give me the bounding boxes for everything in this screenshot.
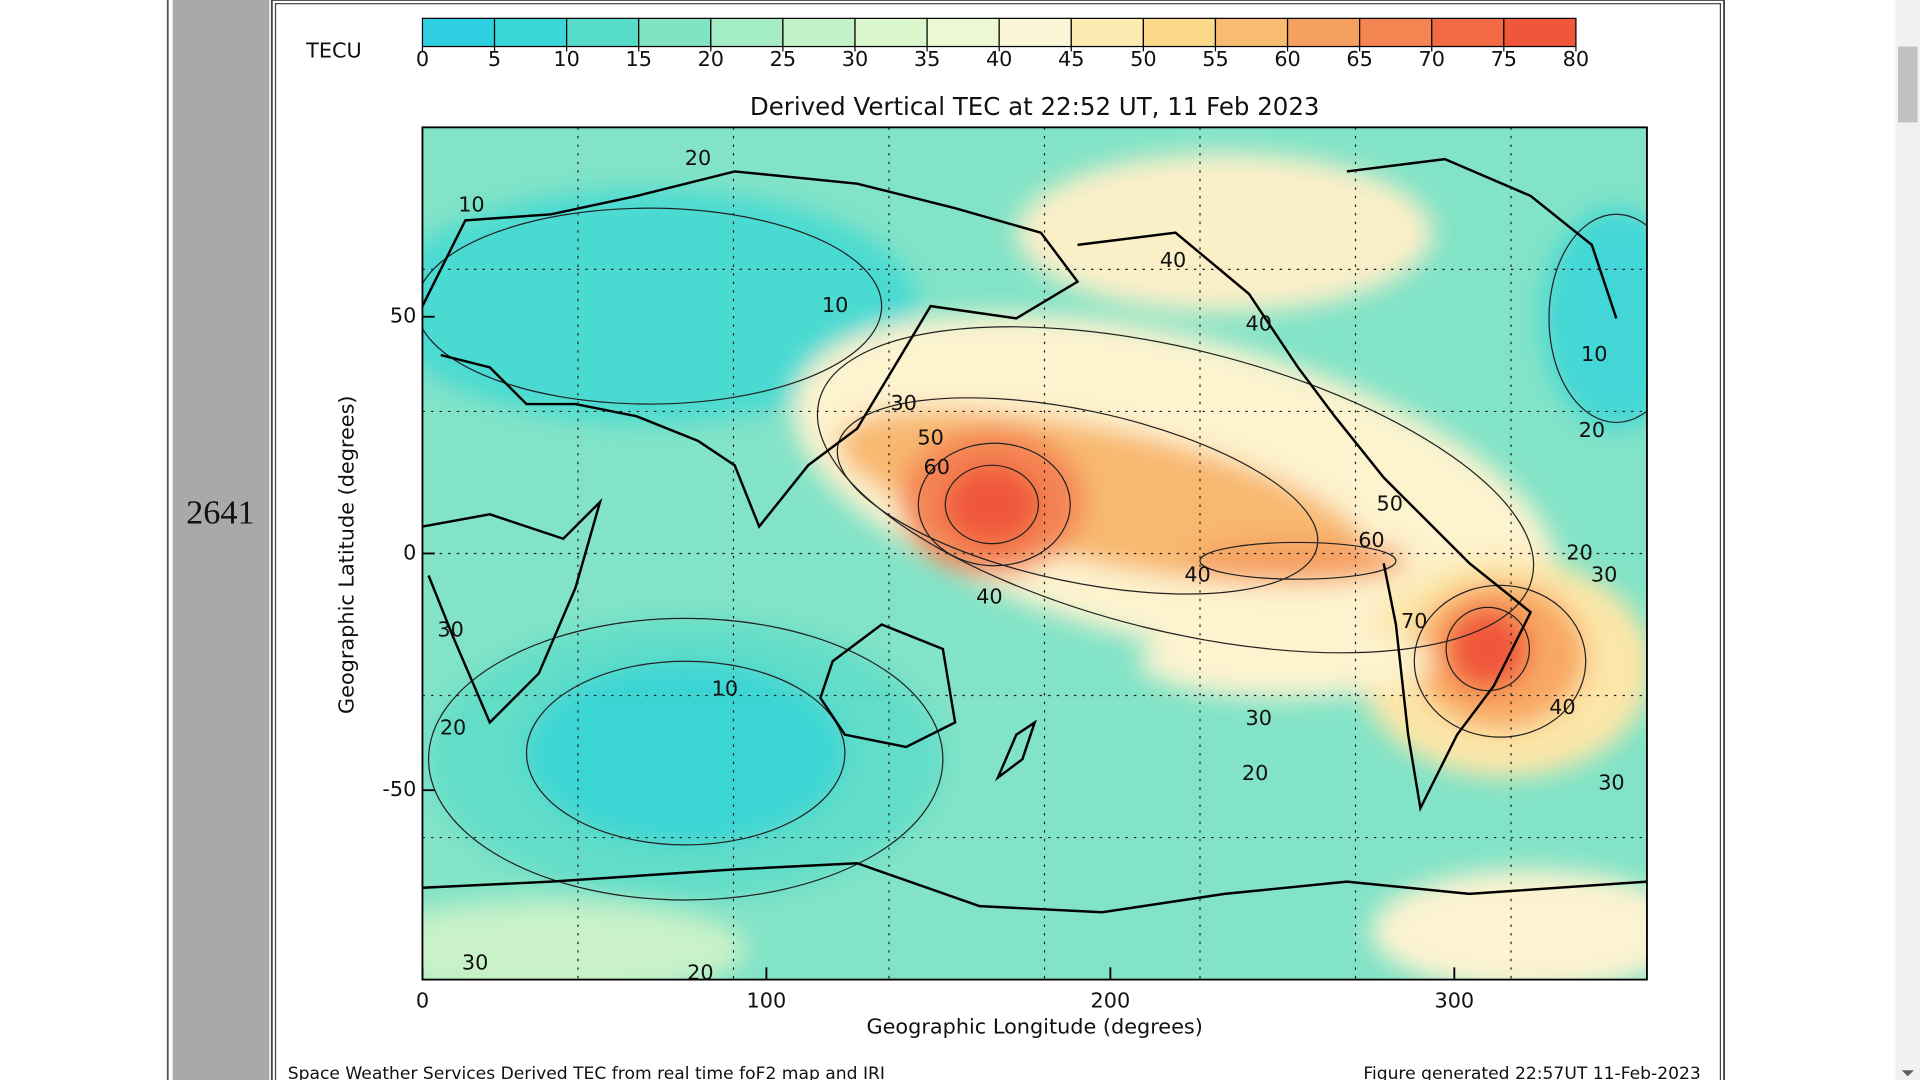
contour-label: 10 (822, 293, 848, 317)
image-border (274, 3, 1722, 1080)
contour-labels: 2010401040103050602050604020304070301030… (437, 146, 1624, 984)
contour-label: 60 (924, 455, 950, 479)
contour-label: 50 (917, 425, 943, 449)
colorbar-tick-label: 10 (553, 47, 579, 71)
contour-label: 60 (1358, 528, 1384, 552)
colorbar-tick-label: 0 (416, 47, 429, 71)
contour-label: 20 (1579, 418, 1605, 442)
colorbar-tick-label: 65 (1346, 47, 1372, 71)
colorbar-segment (1431, 17, 1505, 48)
contour-label: 10 (1581, 342, 1607, 366)
contour-label: 50 (1377, 491, 1403, 515)
contour-label: 20 (440, 716, 466, 740)
contour-label: 10 (458, 193, 484, 217)
y-tick-label: 0 (403, 540, 416, 564)
contour-label: 20 (687, 960, 713, 984)
colorbar-tick-label: 20 (698, 47, 724, 71)
colorbar-tick-label: 15 (625, 47, 651, 71)
contour-label: 10 (712, 676, 738, 700)
tec-map: 2010401040103050602050604020304070301030… (422, 127, 1647, 984)
colorbar-segment (710, 17, 784, 48)
colorbar-tick-label: 60 (1274, 47, 1300, 71)
contour-label: 30 (1246, 706, 1272, 730)
colorbar-segment (782, 17, 856, 48)
colorbar-segment (926, 17, 1000, 48)
contour-label: 20 (685, 146, 711, 170)
scrollbar-thumb[interactable] (1897, 46, 1918, 123)
contour-label: 40 (1246, 311, 1272, 335)
contour-label: 30 (890, 391, 916, 415)
colorbar-tick-label: 35 (914, 47, 940, 71)
scrollbar[interactable] (1895, 0, 1920, 1080)
colorbar-segment (1503, 17, 1577, 48)
contour-label: 30 (462, 951, 488, 975)
grid (422, 127, 1647, 980)
row-cell (172, 0, 270, 1080)
x-tick-label: 0 (416, 989, 429, 1013)
x-axis-label: Geographic Longitude (degrees) (867, 1014, 1203, 1038)
contour-label: 40 (1549, 695, 1575, 719)
contour-label: 40 (1160, 248, 1186, 272)
colorbar-tick-label: 55 (1202, 47, 1228, 71)
colorbar-tick-label: 50 (1130, 47, 1156, 71)
colorbar-segment (1070, 17, 1144, 48)
contour-label: 40 (976, 585, 1002, 609)
contour-label: 20 (1242, 761, 1268, 785)
contour-label: 30 (437, 618, 463, 642)
colorbar-tick-label: 70 (1419, 47, 1445, 71)
colorbar-segment (566, 17, 640, 48)
x-tick-label: 100 (747, 989, 787, 1013)
colorbar-segment (1214, 17, 1289, 48)
contour-label: 20 (1566, 540, 1592, 564)
row-label: 2641 (186, 493, 255, 531)
colorbar-tick-label: 25 (770, 47, 796, 71)
colorbar-tick-label: 80 (1563, 47, 1589, 71)
colorbar-tick-label: 30 (842, 47, 868, 71)
y-tick-label: -50 (382, 777, 416, 801)
x-tick-label: 300 (1434, 989, 1474, 1013)
scroll-down-arrow[interactable] (1901, 1070, 1914, 1077)
footer-left: Space Weather Services Derived TEC from … (288, 1064, 885, 1080)
y-tick-label: 50 (390, 304, 416, 328)
colorbar-label: TECU (305, 38, 362, 62)
colorbar-tick-label: 40 (986, 47, 1012, 71)
contour-label: 70 (1401, 609, 1427, 633)
footer-right: Figure generated 22:57UT 11-Feb-2023 (1363, 1064, 1700, 1080)
colorbar-segment (493, 17, 568, 48)
contour-label: 30 (1598, 771, 1624, 795)
contours (422, 207, 1647, 901)
colorbar-segment (998, 17, 1072, 48)
colorbar-segment (854, 17, 928, 48)
chart-title: Derived Vertical TEC at 22:52 UT, 11 Feb… (750, 92, 1320, 121)
colorbar-segment (421, 17, 496, 48)
contour-label: 40 (1184, 563, 1210, 587)
contour-label: 30 (1591, 563, 1617, 587)
colorbar-segment (1286, 17, 1361, 48)
colorbar-tick-label: 45 (1058, 47, 1084, 71)
colorbar-segment (638, 17, 712, 48)
colorbar-segment (1142, 17, 1217, 48)
tec-field (422, 153, 1647, 980)
y-axis-label: Geographic Latitude (degrees) (335, 395, 359, 713)
colorbar-tick-label: 75 (1491, 47, 1517, 71)
coastlines (422, 157, 1647, 914)
colorbar-tick-label: 5 (488, 47, 501, 71)
x-tick-label: 200 (1091, 989, 1131, 1013)
colorbar-segment (1359, 17, 1433, 48)
